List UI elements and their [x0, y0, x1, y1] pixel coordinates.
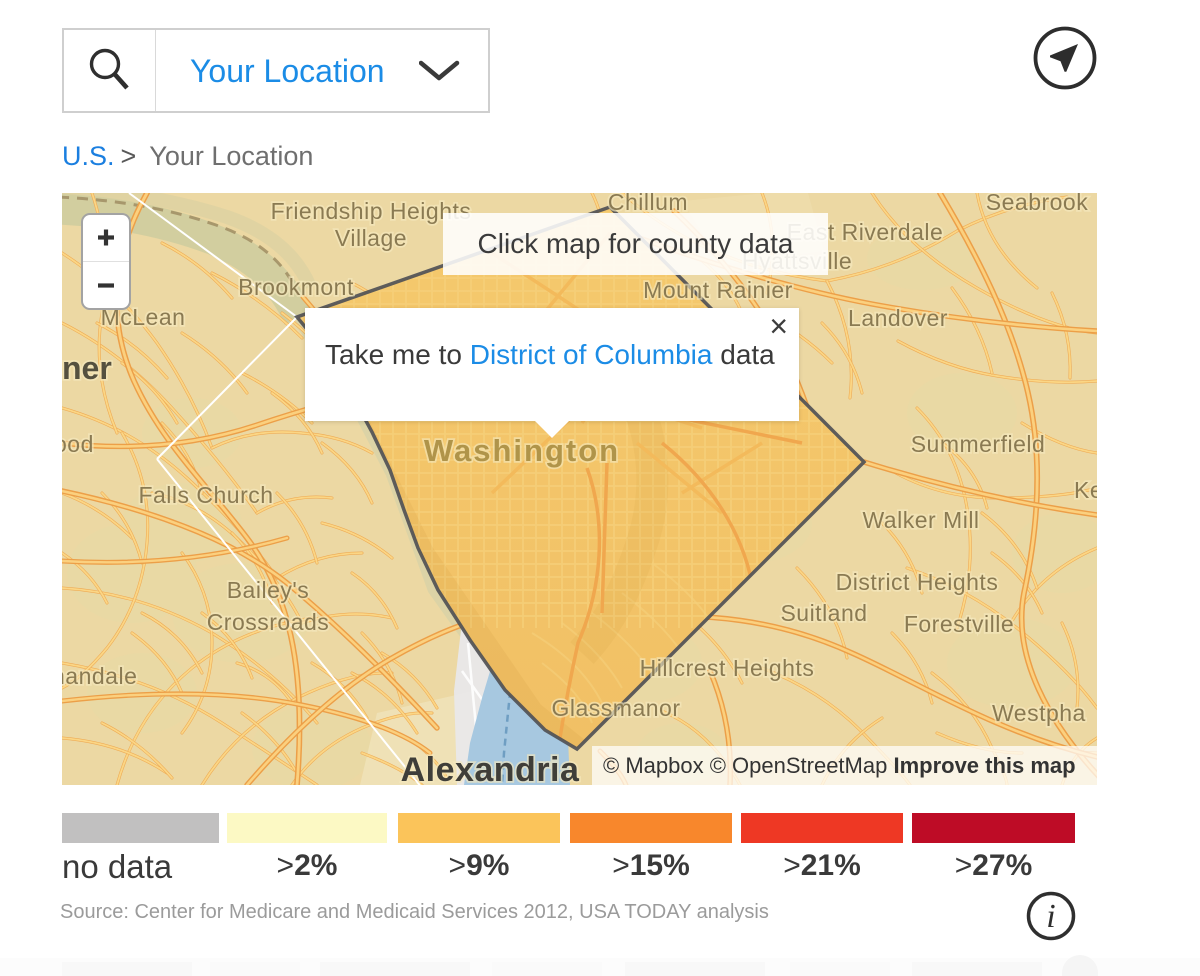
svg-text:nandale: nandale	[62, 663, 137, 689]
svg-text:Crossroads: Crossroads	[207, 609, 330, 635]
svg-text:Forestville: Forestville	[904, 611, 1014, 637]
svg-text:Village: Village	[335, 225, 407, 251]
svg-text:Hillcrest Heights: Hillcrest Heights	[640, 655, 815, 681]
svg-text:Walker Mill: Walker Mill	[862, 507, 979, 533]
svg-text:Chillum: Chillum	[608, 193, 688, 215]
svg-text:District Heights: District Heights	[836, 569, 999, 595]
svg-text:i: i	[1046, 898, 1055, 935]
svg-text:Ket: Ket	[1074, 477, 1097, 503]
svg-text:Landover: Landover	[848, 305, 948, 331]
svg-text:Washington: Washington	[424, 433, 620, 468]
svg-text:Falls Church: Falls Church	[138, 482, 273, 508]
svg-text:Friendship Heights: Friendship Heights	[271, 198, 472, 224]
svg-text:Westpha: Westpha	[992, 700, 1086, 726]
svg-text:Bailey's: Bailey's	[227, 577, 310, 603]
svg-text:Brookmont: Brookmont	[238, 274, 354, 300]
svg-text:Mount Rainier: Mount Rainier	[643, 277, 793, 303]
svg-text:ood: ood	[62, 431, 94, 457]
svg-text:Glassmanor: Glassmanor	[552, 695, 681, 721]
svg-text:ner: ner	[62, 350, 112, 386]
svg-text:Summerfield: Summerfield	[911, 431, 1046, 457]
svg-text:Alexandria: Alexandria	[401, 751, 580, 785]
svg-text:Seabrook: Seabrook	[986, 193, 1088, 215]
svg-text:Suitland: Suitland	[780, 600, 867, 626]
